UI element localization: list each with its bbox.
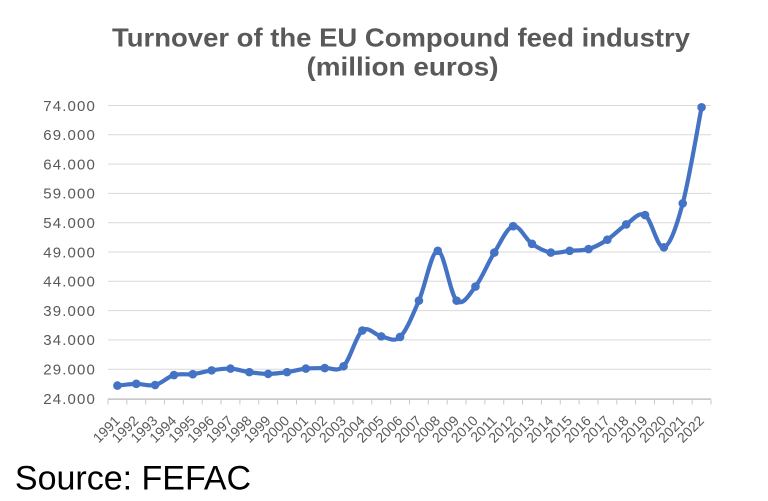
svg-text:39.000: 39.000 — [43, 303, 96, 320]
svg-text:59.000: 59.000 — [43, 186, 96, 203]
svg-text:Turnover of the EU Compound fe: Turnover of the EU Compound feed industr… — [112, 22, 691, 52]
svg-text:44.000: 44.000 — [43, 274, 96, 291]
svg-text:74.000: 74.000 — [43, 98, 96, 115]
svg-text:(million euros): (million euros) — [307, 52, 499, 82]
svg-text:24.000: 24.000 — [43, 391, 96, 408]
svg-text:54.000: 54.000 — [43, 215, 96, 232]
svg-text:29.000: 29.000 — [43, 362, 96, 379]
svg-text:34.000: 34.000 — [43, 332, 96, 349]
svg-text:Source: FEFAC: Source: FEFAC — [15, 460, 251, 498]
svg-text:64.000: 64.000 — [43, 156, 96, 173]
svg-text:69.000: 69.000 — [43, 127, 96, 144]
svg-text:49.000: 49.000 — [43, 244, 96, 261]
